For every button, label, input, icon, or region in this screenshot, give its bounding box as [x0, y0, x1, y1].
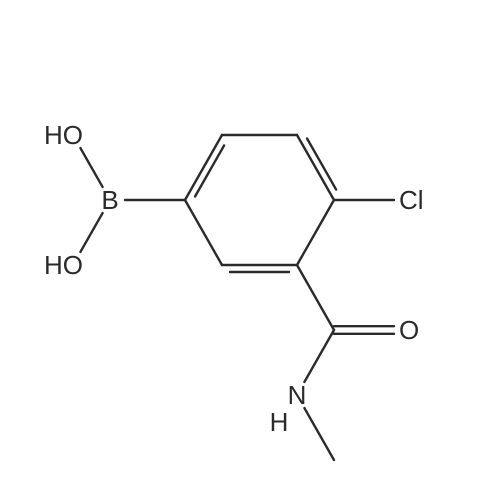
bond	[80, 148, 102, 187]
bond	[297, 135, 334, 200]
bond	[297, 265, 334, 330]
atom-label-O2: O	[399, 315, 419, 345]
bond	[185, 200, 222, 265]
molecule-diagram: Cl O NH B HO HO	[0, 0, 500, 500]
bond	[195, 145, 224, 196]
atom-label-N: N	[288, 380, 307, 410]
bond	[304, 330, 334, 382]
bond	[80, 213, 102, 252]
atom-label-O1b: HO	[44, 250, 83, 280]
atom-label-B: B	[101, 185, 118, 215]
bond	[304, 408, 334, 460]
atom-label-NH: H	[270, 407, 289, 437]
atom-label-O1a: HO	[44, 120, 83, 150]
bond	[297, 200, 334, 265]
atom-label-Cl: Cl	[399, 185, 424, 215]
bond	[307, 138, 336, 189]
bond	[185, 135, 222, 200]
